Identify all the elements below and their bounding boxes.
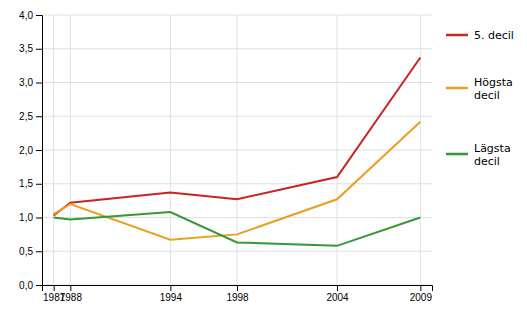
tick-mark bbox=[36, 15, 42, 16]
y-axis: 0,0 0,5 1,0 1,5 2,0 2,5 3,0 3,5 4,0 bbox=[19, 10, 42, 291]
tick-mark bbox=[237, 285, 238, 291]
tick: 2004 bbox=[326, 285, 349, 303]
legend-label: Högstadecil bbox=[474, 76, 513, 102]
tick-mark bbox=[36, 218, 42, 219]
tick-label: 1998 bbox=[226, 292, 249, 303]
legend-swatch bbox=[446, 87, 468, 90]
legend-label-line: 5. decil bbox=[474, 29, 514, 42]
axis-line bbox=[36, 16, 43, 286]
tick-label: 0,0 bbox=[19, 280, 33, 291]
grid-line-x bbox=[337, 15, 338, 285]
x-axis: 198719881994199820042009 bbox=[43, 285, 433, 303]
tick: 1994 bbox=[160, 285, 183, 303]
legend-item: 5. decil bbox=[446, 29, 514, 42]
tick-mark bbox=[337, 285, 338, 291]
tick: 1998 bbox=[226, 285, 249, 303]
legend-label: Lägstadecil bbox=[474, 142, 511, 168]
tick: 1,0 bbox=[19, 212, 42, 223]
plot: 1987198819941998200420090,00,51,01,52,02… bbox=[19, 10, 432, 303]
tick-mark bbox=[36, 285, 42, 286]
legend-swatch bbox=[446, 153, 468, 156]
series-line bbox=[54, 122, 421, 240]
grid bbox=[42, 15, 432, 285]
tick-label: 1988 bbox=[60, 292, 83, 303]
series-group bbox=[54, 58, 421, 246]
tick-mark bbox=[420, 285, 421, 291]
tick: 2,0 bbox=[19, 145, 42, 156]
legend-label-line: Högsta bbox=[474, 76, 513, 89]
tick-mark bbox=[36, 116, 42, 117]
legend: 5. decilHögstadecilLägstadecil bbox=[446, 29, 514, 168]
tick: 0,5 bbox=[19, 246, 42, 257]
tick: 3,0 bbox=[19, 77, 42, 88]
tick-mark bbox=[36, 251, 42, 252]
tick: 1,5 bbox=[19, 178, 42, 189]
tick: 2,5 bbox=[19, 111, 42, 122]
tick-label: 1,5 bbox=[19, 178, 33, 189]
tick-mark bbox=[36, 49, 42, 50]
grid-line-x bbox=[420, 15, 421, 285]
legend-label-line: decil bbox=[474, 155, 500, 168]
grid-line-x bbox=[237, 15, 238, 285]
tick-mark bbox=[36, 83, 42, 84]
tick-label: 2,5 bbox=[19, 111, 33, 122]
tick-mark bbox=[54, 285, 55, 291]
grid-line-x bbox=[170, 15, 171, 285]
tick-label: 2004 bbox=[326, 292, 349, 303]
grid-line-x bbox=[70, 15, 71, 285]
tick: 1988 bbox=[60, 285, 83, 303]
legend-label-line: Lägsta bbox=[474, 142, 511, 155]
tick: 0,0 bbox=[19, 280, 42, 291]
tick-label: 2,0 bbox=[19, 145, 33, 156]
axis-line bbox=[43, 286, 433, 292]
series-line bbox=[54, 212, 421, 246]
tick-label: 3,0 bbox=[19, 77, 33, 88]
legend-label: 5. decil bbox=[474, 29, 514, 42]
tick-mark bbox=[36, 150, 42, 151]
tick: 3,5 bbox=[19, 43, 42, 54]
tick: 4,0 bbox=[19, 10, 42, 21]
series-line bbox=[54, 58, 421, 216]
tick-mark bbox=[36, 184, 42, 185]
tick-label: 3,5 bbox=[19, 43, 33, 54]
tick: 2009 bbox=[410, 285, 433, 303]
legend-item: Lägstadecil bbox=[446, 142, 511, 168]
legend-label-line: decil bbox=[474, 89, 500, 102]
tick-label: 2009 bbox=[410, 292, 433, 303]
legend-swatch bbox=[446, 34, 468, 37]
chart: 1987198819941998200420090,00,51,01,52,02… bbox=[0, 0, 527, 315]
tick-label: 0,5 bbox=[19, 246, 33, 257]
tick-label: 4,0 bbox=[19, 10, 33, 21]
grid-line-x bbox=[53, 15, 54, 285]
tick-label: 1994 bbox=[160, 292, 183, 303]
legend-item: Högstadecil bbox=[446, 76, 513, 102]
tick-mark bbox=[70, 285, 71, 291]
tick-mark bbox=[170, 285, 171, 291]
tick-label: 1,0 bbox=[19, 212, 33, 223]
